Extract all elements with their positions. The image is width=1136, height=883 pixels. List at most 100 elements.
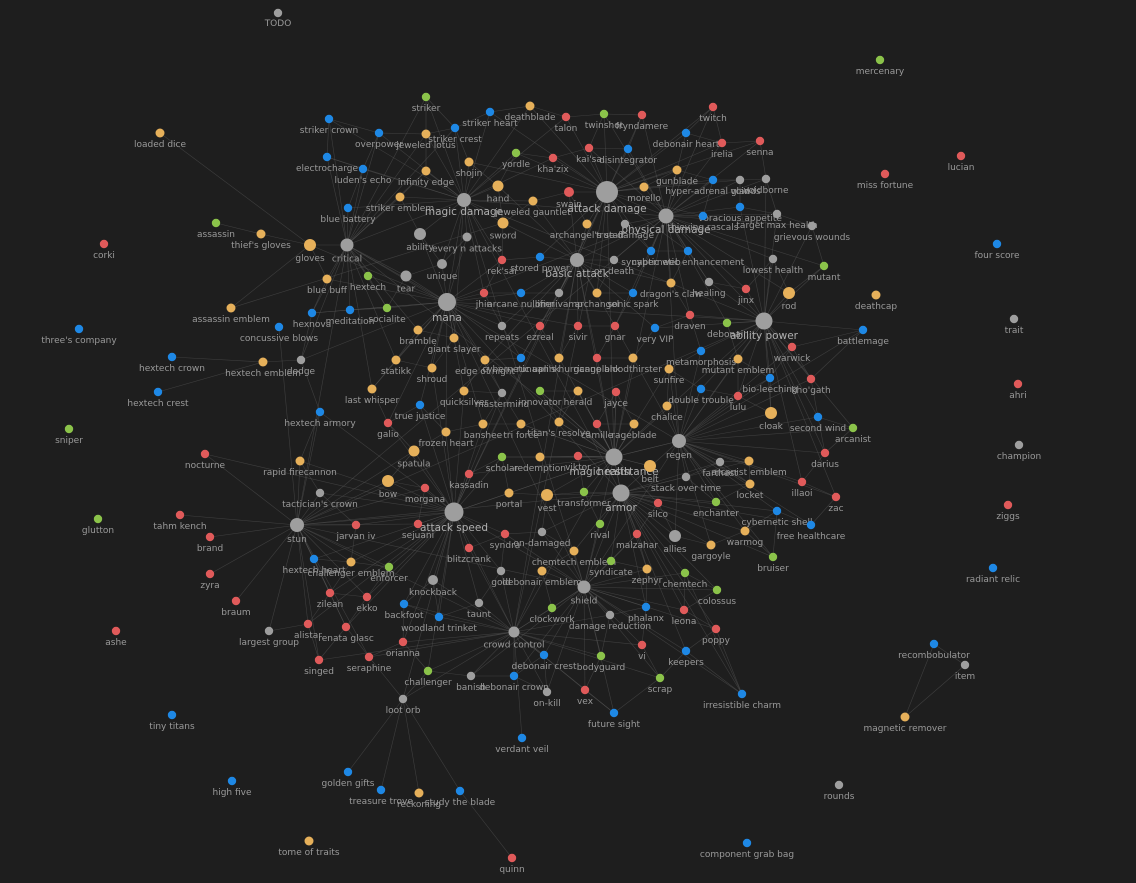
node-lowest-health[interactable]: lowest health	[743, 254, 803, 276]
node-dot[interactable]	[314, 655, 324, 665]
node-dot[interactable]	[797, 477, 807, 487]
node-dot[interactable]	[324, 114, 334, 124]
node-dot[interactable]	[698, 211, 708, 221]
node-dot[interactable]	[258, 357, 268, 367]
node-quinn[interactable]: quinn	[499, 853, 525, 875]
node-repeats[interactable]: repeats	[485, 321, 519, 343]
node-morello[interactable]: morello	[627, 182, 661, 205]
node-gnar[interactable]: gnar	[605, 321, 626, 343]
node-locket[interactable]: locket	[737, 479, 764, 502]
node-dot[interactable]	[167, 710, 177, 720]
node-dot[interactable]	[755, 136, 765, 146]
node-sonic-spark[interactable]: sonic spark	[607, 288, 659, 310]
node-orianna[interactable]: orianna	[386, 637, 420, 659]
node-dot[interactable]	[364, 652, 374, 662]
node-blitzcrank[interactable]: blitzcrank	[447, 543, 492, 565]
node-dot[interactable]	[427, 363, 437, 373]
node-dot[interactable]	[290, 518, 304, 532]
node-dot[interactable]	[573, 451, 583, 461]
node-dot[interactable]	[672, 434, 686, 448]
node-dot[interactable]	[537, 527, 547, 537]
node-dot[interactable]	[717, 138, 727, 148]
node-titans-resolve[interactable]: titan's resolve	[527, 417, 591, 440]
node-zyra[interactable]: zyra	[200, 569, 220, 591]
node-viktor[interactable]: viktor	[565, 451, 591, 473]
node-farthest[interactable]: farthest	[702, 457, 738, 479]
node-dot[interactable]	[362, 592, 372, 602]
node-dot[interactable]	[459, 386, 469, 396]
node-dodge[interactable]: dodge	[287, 355, 316, 377]
node-true-damage[interactable]: true damage	[596, 219, 655, 241]
node-dot[interactable]	[205, 532, 215, 542]
node-kaisa[interactable]: kai'sa	[576, 143, 602, 165]
node-dot[interactable]	[744, 456, 754, 466]
node-dot[interactable]	[900, 712, 910, 722]
node-dot[interactable]	[211, 218, 221, 228]
node-last-whisper[interactable]: last whisper	[345, 384, 400, 407]
node-dot[interactable]	[421, 92, 431, 102]
node-hextech[interactable]: hextech	[350, 271, 386, 293]
node-dot[interactable]	[706, 540, 716, 550]
node-ezreal[interactable]: ezreal	[526, 321, 554, 343]
node-dot[interactable]	[696, 346, 706, 356]
node-dot[interactable]	[309, 554, 319, 564]
node-dot[interactable]	[231, 596, 241, 606]
node-corki[interactable]: corki	[93, 239, 115, 261]
node-zephyr[interactable]: zephyr	[632, 564, 663, 587]
node-dot[interactable]	[227, 776, 237, 786]
node-dot[interactable]	[742, 838, 752, 848]
node-dot[interactable]	[497, 388, 507, 398]
node-dot[interactable]	[704, 277, 714, 287]
node-warwick[interactable]: warwick	[774, 342, 811, 364]
node-striker[interactable]: striker	[412, 92, 441, 114]
node-target-max-health[interactable]: target max health	[736, 209, 818, 231]
node-very-vip[interactable]: very VIP	[637, 323, 675, 345]
node-dot[interactable]	[711, 624, 721, 634]
node-dot[interactable]	[554, 417, 564, 427]
node-dot[interactable]	[226, 303, 236, 313]
node-dot[interactable]	[398, 637, 408, 647]
node-regen[interactable]: regen	[666, 434, 692, 461]
node-attack-speed[interactable]: attack speed	[420, 502, 488, 535]
node-jarvan-iv[interactable]: jarvan iv	[336, 520, 377, 542]
node-braum[interactable]: braum	[221, 596, 251, 618]
node-dot[interactable]	[346, 557, 356, 567]
node-electrocharge[interactable]: electrocharge	[296, 152, 358, 174]
node-dot[interactable]	[343, 767, 353, 777]
node-colossus[interactable]: colossus	[698, 585, 737, 607]
node-dot[interactable]	[745, 479, 755, 489]
node-shield[interactable]: shield	[571, 580, 598, 607]
node-dot[interactable]	[554, 288, 564, 298]
node-dot[interactable]	[508, 626, 520, 638]
node-dot[interactable]	[93, 514, 103, 524]
node-mutant-emblem[interactable]: mutant emblem	[702, 354, 774, 377]
node-todo[interactable]: TODO	[264, 8, 292, 29]
node-hextech-crest[interactable]: hextech crest	[127, 387, 189, 409]
node-dot[interactable]	[806, 374, 816, 384]
node-dot[interactable]	[516, 353, 526, 363]
node-redemption[interactable]: redemption	[514, 452, 566, 475]
node-spatula[interactable]: spatula	[397, 445, 431, 470]
node-hextech-emblem[interactable]: hextech emblem	[225, 357, 301, 380]
node-striker-crest[interactable]: striker crest	[428, 123, 482, 145]
node-dot[interactable]	[819, 261, 829, 271]
node-dot[interactable]	[662, 401, 672, 411]
node-archangel[interactable]: archangel	[575, 288, 620, 311]
node-hyper-adrenal-glands[interactable]: hyper-adrenal glands	[665, 175, 761, 197]
node-dot[interactable]	[681, 128, 691, 138]
node-hand[interactable]: hand	[487, 180, 510, 205]
node-enchanter[interactable]: enchanter	[693, 497, 739, 519]
node-dot[interactable]	[307, 308, 317, 318]
node-dot[interactable]	[681, 472, 691, 482]
node-sniper[interactable]: sniper	[55, 424, 83, 446]
node-rek-sai[interactable]: rek'sai	[487, 255, 517, 277]
node-dot[interactable]	[541, 489, 553, 501]
node-cybernetic-shell[interactable]: cybernetic shell	[741, 506, 813, 528]
node-sejuani[interactable]: sejuani	[402, 519, 434, 541]
node-dot[interactable]	[1009, 314, 1019, 324]
node-morgana[interactable]: morgana	[405, 483, 445, 505]
node-dot[interactable]	[322, 274, 332, 284]
node-vest[interactable]: vest	[537, 489, 557, 514]
node-phalanx[interactable]: phalanx	[628, 602, 665, 624]
node-dot[interactable]	[609, 255, 619, 265]
